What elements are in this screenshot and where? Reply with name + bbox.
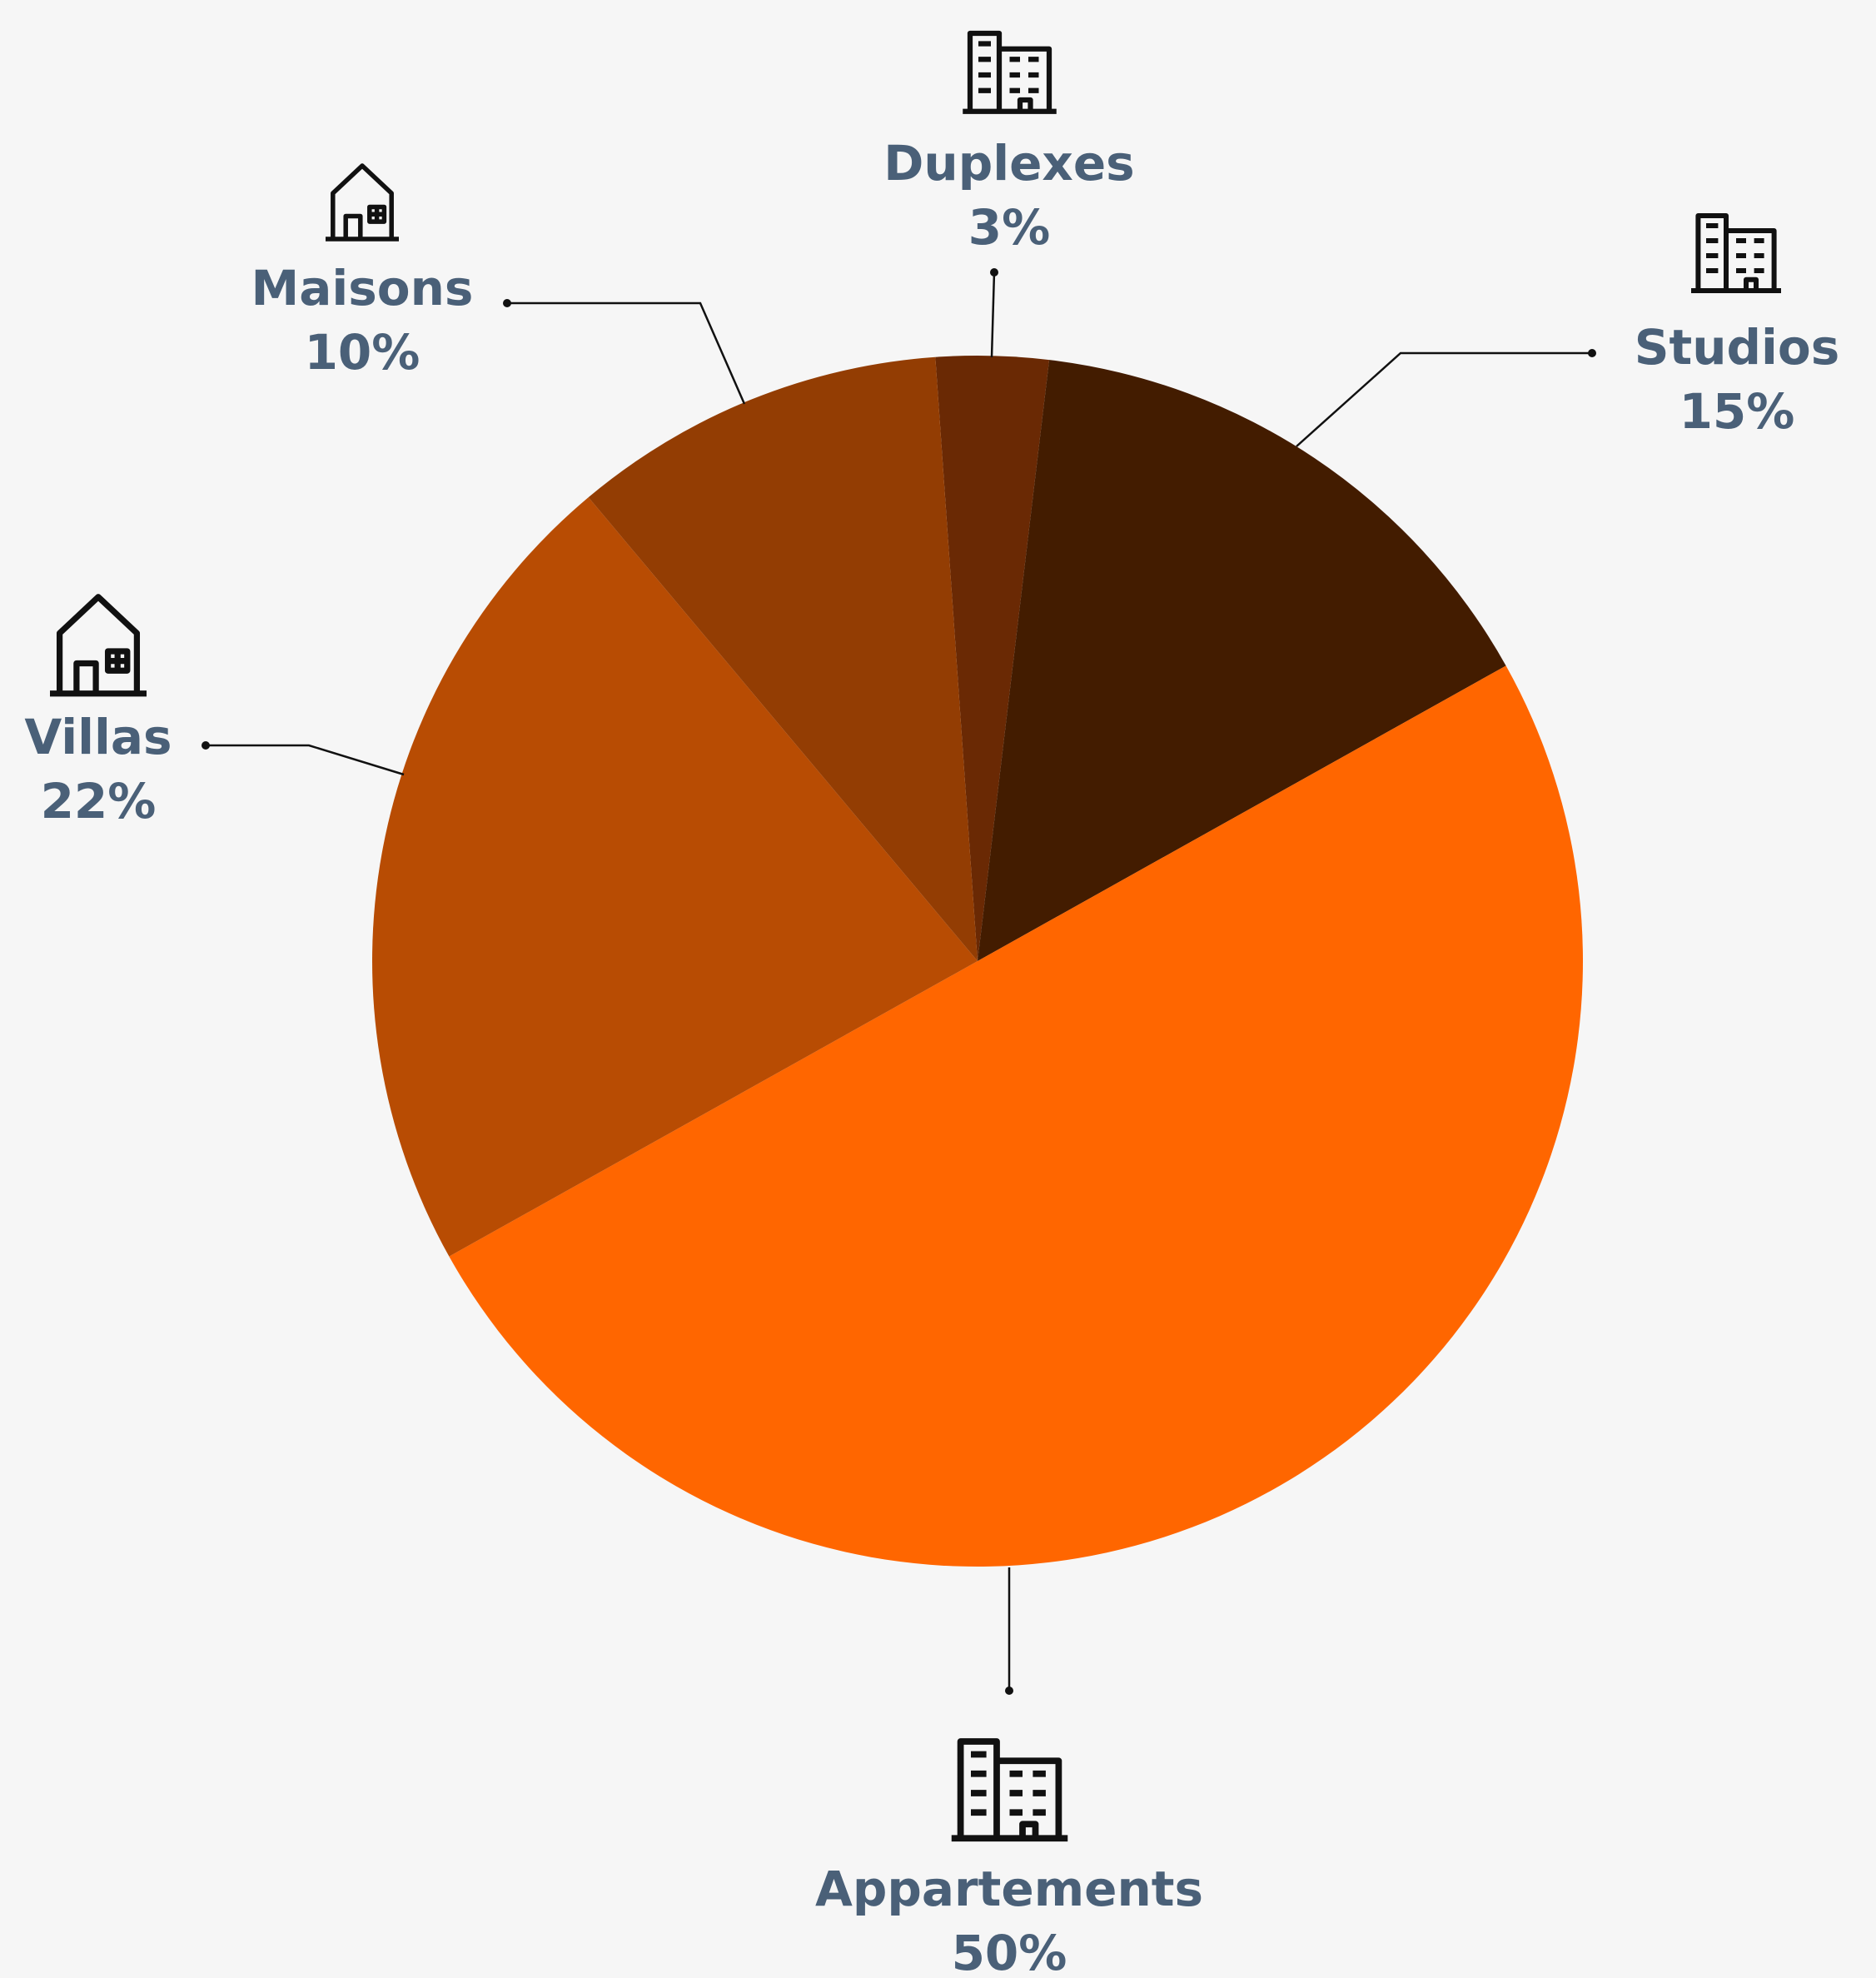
slice-value-label: 10% — [305, 324, 420, 381]
slice-value-label: 22% — [41, 773, 157, 830]
pie-slice — [935, 356, 1050, 962]
slice-label: Studios — [1635, 319, 1840, 376]
slice-value-label: 3% — [968, 199, 1050, 256]
slice-label: Villas — [24, 709, 172, 765]
slice-value-label: 15% — [1679, 383, 1795, 440]
leader-dot — [503, 299, 511, 307]
slice-label: Maisons — [251, 260, 474, 316]
studio-icon — [1691, 216, 1781, 291]
slice-value-label: 50% — [952, 1925, 1067, 1978]
leader-line — [1296, 351, 1592, 447]
pie-slice — [449, 665, 1583, 1567]
slice-label: Appartements — [815, 1861, 1203, 1917]
maison-icon — [326, 166, 399, 239]
leader-dot — [202, 741, 210, 750]
leader-line — [206, 744, 405, 776]
pie-slice — [371, 497, 978, 1257]
leader-line — [507, 301, 746, 405]
slice-label: Duplexes — [883, 135, 1134, 192]
leader-line — [990, 272, 996, 358]
pie-slice — [978, 360, 1506, 961]
appartement-icon — [952, 1741, 1068, 1838]
leader-dot — [1588, 349, 1596, 357]
leader-dot — [990, 268, 998, 277]
pie-slice — [588, 356, 978, 961]
duplex-icon — [963, 33, 1057, 112]
leader-dot — [1005, 1687, 1013, 1695]
villa-icon — [50, 597, 147, 694]
